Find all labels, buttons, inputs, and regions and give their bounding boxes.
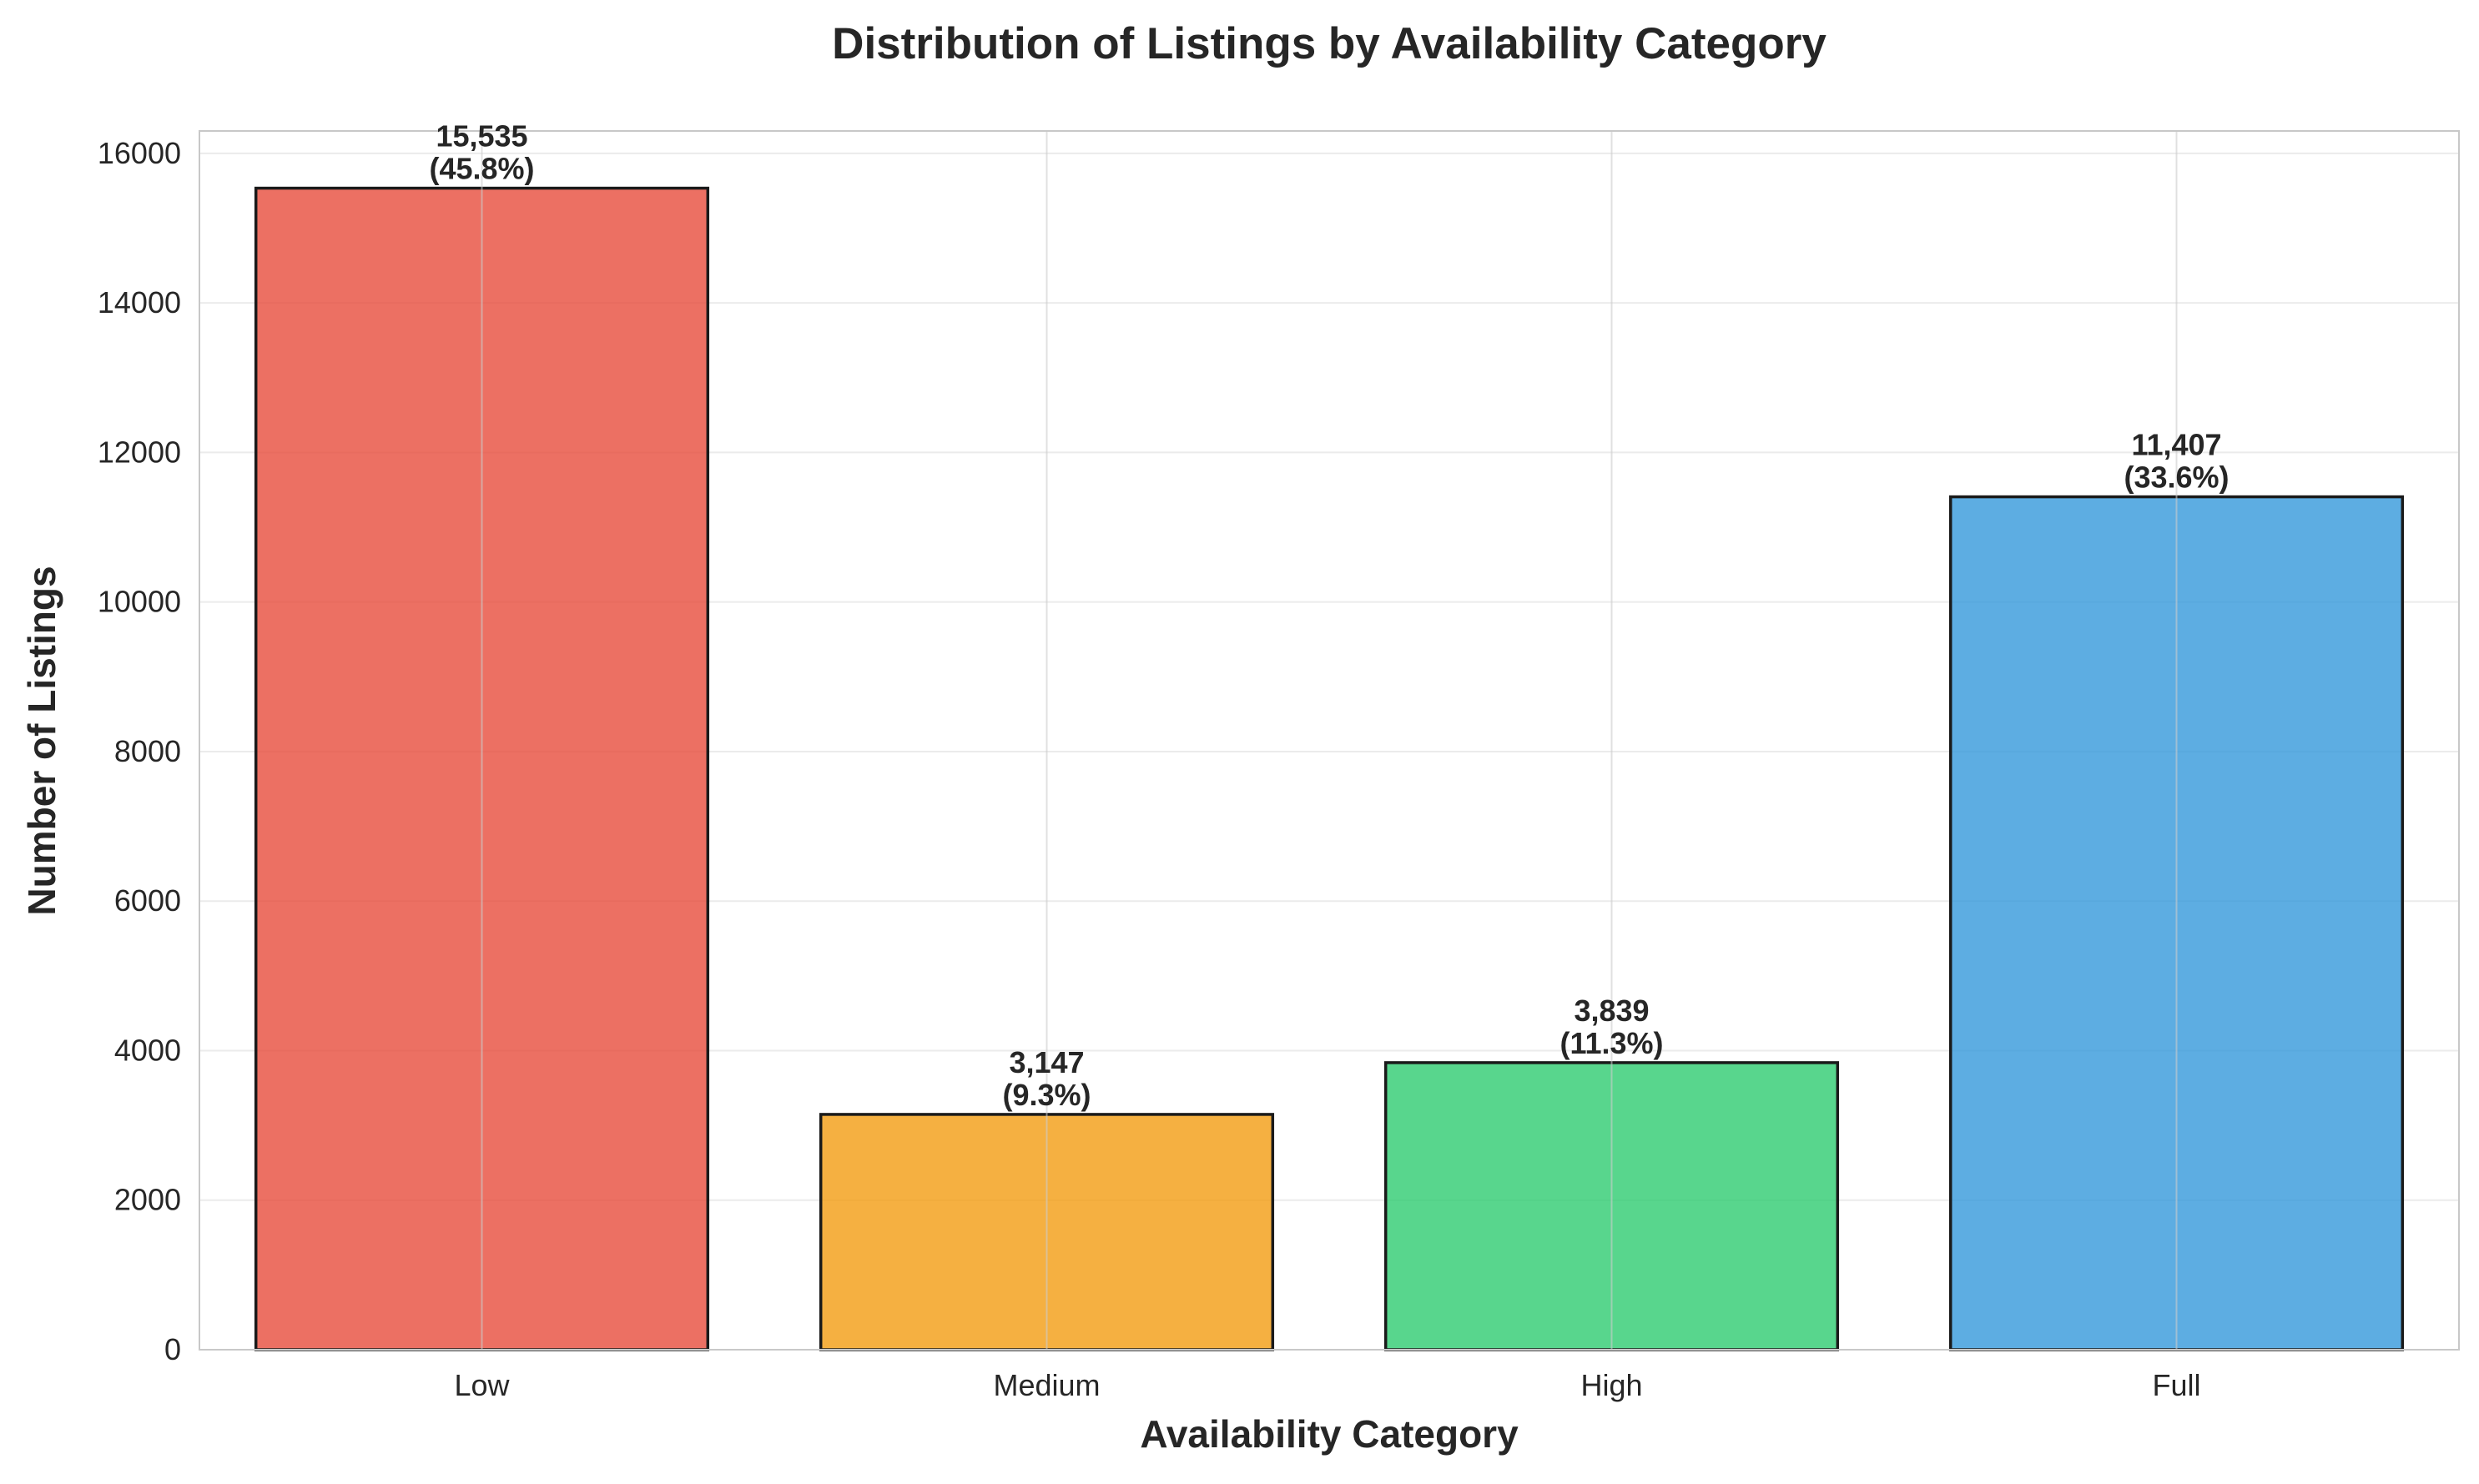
y-tick-label: 0 (164, 1332, 181, 1366)
x-tick-label: High (1580, 1368, 1642, 1402)
y-tick-label: 2000 (114, 1183, 181, 1217)
data-label-value: 15,535 (436, 119, 527, 153)
y-axis-label: Number of Listings (20, 566, 63, 915)
data-labels: 15,535(45.8%) 3,147(9.3%) 3,839(11.3%) 11,4… (429, 119, 2229, 1112)
data-label-value: 3,147 (1009, 1045, 1084, 1079)
data-label-value: 3,839 (1574, 994, 1649, 1028)
data-label-percent: (9.3%) (1002, 1078, 1091, 1112)
x-tick-label: Low (454, 1368, 510, 1402)
x-tick-label: Full (2152, 1368, 2200, 1402)
x-tick-labels: Low Medium High Full (454, 1368, 2200, 1402)
y-tick-label: 6000 (114, 883, 181, 918)
vertical-gridlines (481, 131, 2178, 1350)
y-tick-labels: 0 2000 4000 6000 8000 10000 12000 14000 16000 (98, 136, 181, 1366)
plot-frame (199, 130, 2460, 1351)
data-label-percent: (45.8%) (429, 152, 534, 186)
y-tick-label: 4000 (114, 1033, 181, 1067)
y-tick-label: 8000 (114, 734, 181, 768)
chart-title: Distribution of Listings by Availability… (832, 19, 1826, 68)
data-label-percent: (11.3%) (1559, 1026, 1663, 1060)
y-tick-label: 14000 (98, 285, 181, 319)
x-axis-label: Availability Category (1140, 1412, 1519, 1456)
data-label-value: 11,407 (2131, 428, 2221, 462)
data-label-percent: (33.6%) (2124, 460, 2229, 495)
y-tick-label: 12000 (98, 435, 181, 469)
y-tick-label: 10000 (98, 585, 181, 619)
y-tick-label: 16000 (98, 136, 181, 170)
x-tick-label: Medium (993, 1368, 1100, 1402)
